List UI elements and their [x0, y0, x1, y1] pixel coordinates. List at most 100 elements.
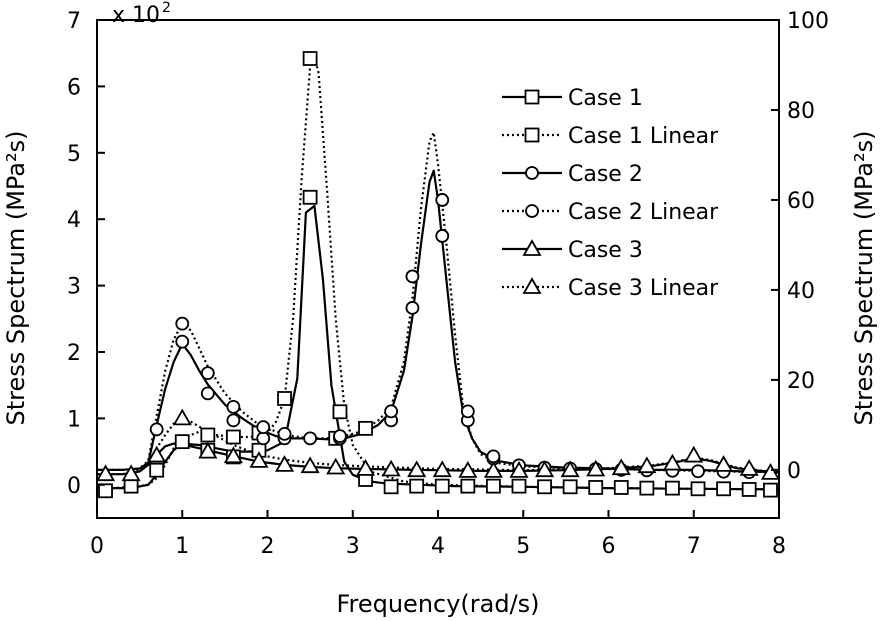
left-axis-multiplier: x 10 — [112, 3, 160, 28]
series-4-marker — [147, 445, 167, 463]
series-4-marker — [407, 460, 427, 478]
y-right-tick-label: 0 — [787, 459, 801, 484]
series-4-marker — [535, 460, 555, 478]
series-4-marker — [637, 456, 657, 474]
series-4-marker — [458, 461, 478, 478]
series-0-marker — [613, 480, 629, 495]
y-axis-right-label: Stress Spectrum (MPa²s) — [850, 131, 878, 426]
x-tick-label: 8 — [772, 534, 786, 559]
y-right-tick-label: 40 — [787, 279, 815, 304]
series-4-marker — [355, 459, 376, 476]
series-4-marker — [121, 464, 141, 482]
series-4-marker — [684, 445, 704, 463]
legend-marker-1 — [524, 127, 540, 143]
series-line-1 — [97, 55, 780, 491]
series-0-marker — [639, 480, 655, 496]
x-tick-label: 4 — [431, 534, 445, 559]
series-4-marker — [739, 459, 759, 476]
x-tick-label: 5 — [516, 534, 530, 559]
series-0-marker — [537, 479, 552, 495]
series-line-5 — [97, 417, 780, 476]
series-1-marker — [358, 420, 373, 436]
series-3-marker — [460, 404, 475, 419]
series-4-marker — [172, 408, 192, 426]
series-4-marker — [432, 460, 452, 478]
series-0-marker — [174, 434, 190, 450]
series-4-marker — [760, 463, 781, 480]
series-0-marker — [562, 479, 578, 495]
x-tick-label: 2 — [261, 534, 275, 559]
legend-label-0: Case 1 — [568, 86, 643, 111]
series-layer — [97, 55, 780, 491]
series-3-marker — [486, 449, 501, 464]
y-left-tick-label: 4 — [67, 208, 81, 233]
series-line-4 — [97, 442, 780, 476]
legend-marker-2 — [525, 166, 539, 180]
series-2-marker — [303, 431, 318, 446]
series-3-marker — [384, 404, 399, 419]
legend-marker-3 — [525, 204, 539, 218]
x-tick-label: 7 — [687, 534, 701, 559]
series-0-marker — [588, 480, 604, 495]
y-left-tick-label: 5 — [67, 142, 81, 167]
left-axis-multiplier-exponent: 2 — [162, 0, 171, 16]
y-right-tick-label: 20 — [787, 369, 815, 394]
series-0-marker — [665, 480, 680, 496]
series-2-marker — [691, 464, 705, 479]
series-2-marker — [405, 301, 420, 315]
series-3-marker — [405, 269, 420, 284]
series-2-marker — [256, 431, 271, 446]
series-0-marker — [741, 482, 757, 497]
series-4-marker — [560, 460, 580, 478]
series-4-marker — [326, 457, 346, 475]
series-2-marker — [149, 422, 164, 437]
series-3-marker — [277, 426, 292, 441]
y-left-tick-label: 3 — [67, 275, 81, 300]
series-0-marker — [149, 462, 165, 478]
series-line-3 — [97, 131, 780, 474]
series-4-marker — [198, 441, 218, 459]
series-2-marker — [175, 334, 190, 349]
series-3-marker — [200, 366, 215, 381]
series-4-marker — [483, 461, 503, 478]
y-right-tick-label: 80 — [787, 99, 815, 124]
legend-label-1: Case 1 Linear — [568, 124, 719, 149]
legend-marker-0 — [524, 89, 540, 105]
legend-marker-4 — [522, 239, 542, 256]
series-0-marker — [763, 482, 778, 498]
series-4-marker — [300, 456, 320, 474]
y-right-tick-label: 100 — [787, 9, 829, 34]
series-1-marker — [225, 429, 241, 445]
x-tick-label: 3 — [346, 534, 360, 559]
series-0-marker — [716, 481, 731, 497]
series-0-marker — [302, 189, 318, 205]
y-left-tick-label: 1 — [67, 407, 81, 432]
series-4-marker — [714, 455, 734, 472]
series-4-marker — [249, 451, 269, 468]
series-0-marker — [434, 478, 450, 494]
x-axis-label: Frequency(rad/s) — [336, 590, 539, 618]
series-2-marker — [226, 413, 241, 428]
series-4-marker — [586, 459, 606, 477]
plot-area-border — [96, 19, 780, 519]
series-line-2 — [97, 169, 780, 474]
series-4-marker — [381, 459, 401, 477]
series-0-marker — [486, 478, 501, 494]
series-0-marker — [511, 478, 527, 494]
x-tick-label: 1 — [175, 534, 189, 559]
series-0-marker — [123, 478, 139, 494]
series-3-marker — [256, 420, 271, 435]
series-1-marker — [332, 404, 348, 420]
plot-frame — [96, 19, 780, 519]
x-tick-label: 0 — [90, 534, 104, 559]
series-2-marker — [435, 229, 450, 243]
series-0-marker — [460, 478, 476, 494]
legend-label-2: Case 2 — [568, 162, 643, 187]
series-4-marker — [662, 453, 682, 471]
series-4-marker — [274, 455, 295, 472]
series-3-marker — [226, 399, 241, 414]
series-3-marker — [333, 429, 347, 444]
y-axis-left-label: Stress Spectrum (MPa²s) — [2, 131, 30, 426]
series-1-marker — [277, 391, 292, 406]
series-3-marker — [175, 316, 190, 331]
